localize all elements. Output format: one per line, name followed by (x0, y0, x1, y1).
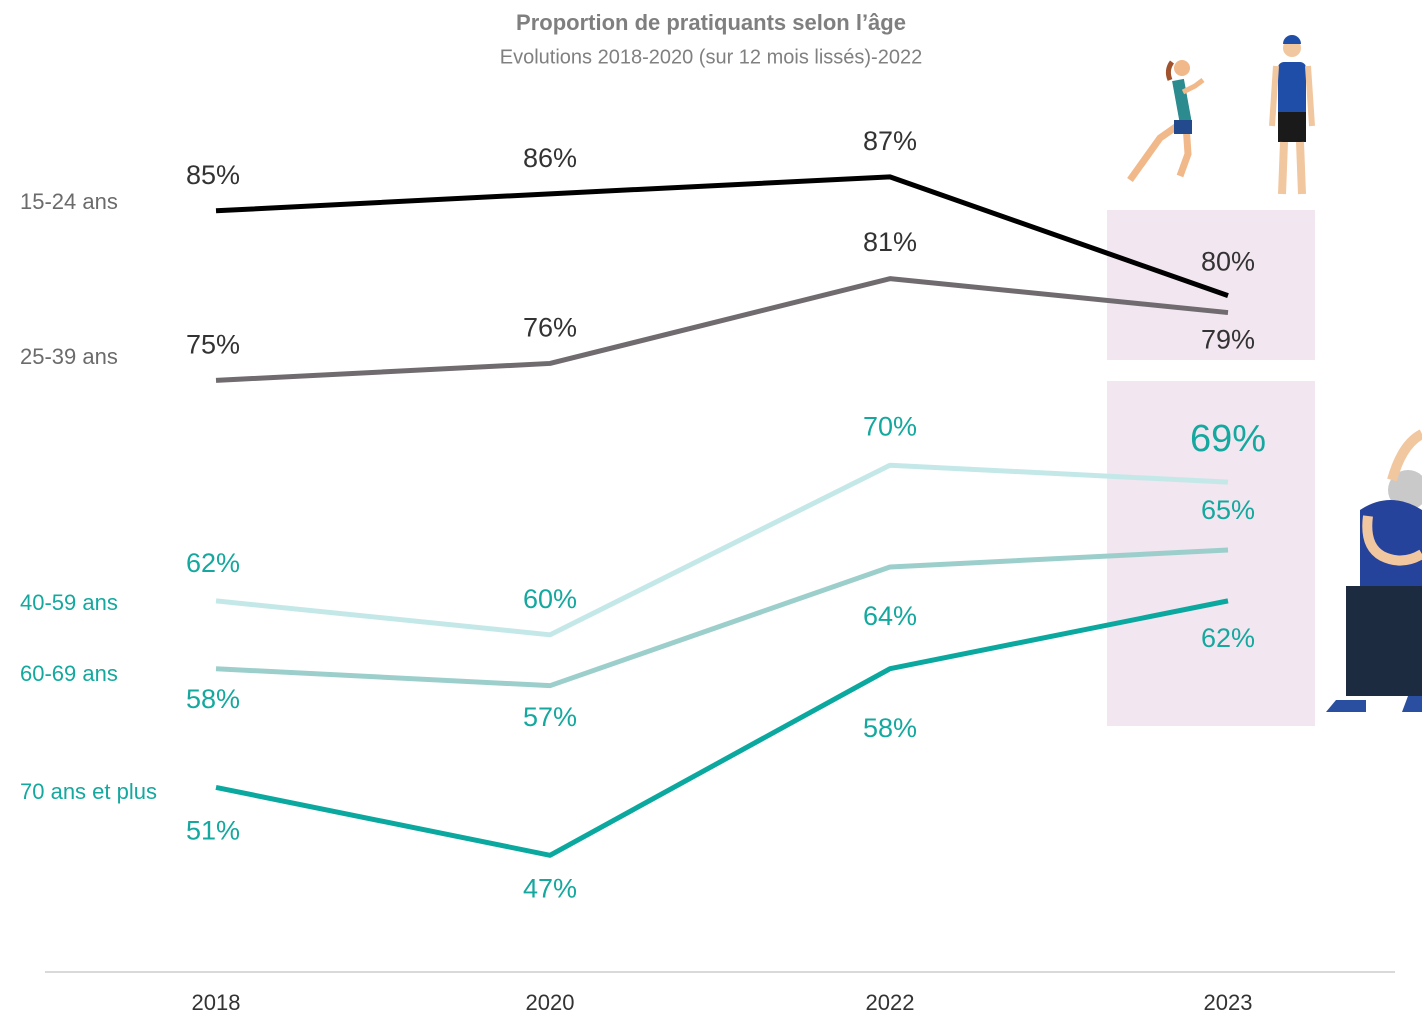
data-label: 79% (1201, 325, 1255, 355)
data-label: 65% (1201, 495, 1255, 525)
data-label: 58% (863, 713, 917, 743)
data-label: 51% (186, 816, 240, 846)
swimmer-icon (1272, 35, 1312, 194)
chart-title: Proportion de pratiquants selon l’âge (516, 10, 906, 35)
runner-icon (1130, 60, 1203, 180)
series-label: 25-39 ans (20, 344, 118, 369)
data-label: 47% (523, 873, 577, 903)
series-label: 70 ans et plus (20, 779, 157, 804)
line (216, 465, 1228, 635)
data-label: 75% (186, 330, 240, 360)
line (216, 279, 1228, 381)
data-label: 70% (863, 411, 917, 441)
data-label: 57% (523, 702, 577, 732)
x-tick-label: 2020 (526, 990, 575, 1015)
x-tick-label: 2022 (866, 990, 915, 1015)
data-label: 81% (863, 227, 917, 257)
x-tick-label: 2023 (1204, 990, 1253, 1015)
line (216, 177, 1228, 296)
page: {"chart_data": {"type": "line", "title":… (0, 0, 1422, 1018)
line (216, 601, 1228, 855)
series-label: 15-24 ans (20, 189, 118, 214)
data-label: 62% (186, 548, 240, 578)
data-label: 69% (1190, 418, 1266, 460)
data-label: 87% (863, 126, 917, 156)
series-label: 60-69 ans (20, 661, 118, 686)
data-label: 60% (523, 584, 577, 614)
data-label: 86% (523, 143, 577, 173)
data-label: 85% (186, 160, 240, 190)
data-label: 80% (1201, 247, 1255, 277)
series-label: 40-59 ans (20, 590, 118, 615)
data-label: 58% (186, 684, 240, 714)
data-label: 62% (1201, 623, 1255, 653)
x-tick-label: 2018 (192, 990, 241, 1015)
data-label: 64% (863, 601, 917, 631)
chart: Proportion de pratiquants selon l’âge Ev… (0, 0, 1422, 1018)
chart-subtitle: Evolutions 2018-2020 (sur 12 mois lissés… (500, 46, 922, 68)
stretching-senior-icon (1326, 434, 1422, 712)
data-label: 76% (523, 313, 577, 343)
